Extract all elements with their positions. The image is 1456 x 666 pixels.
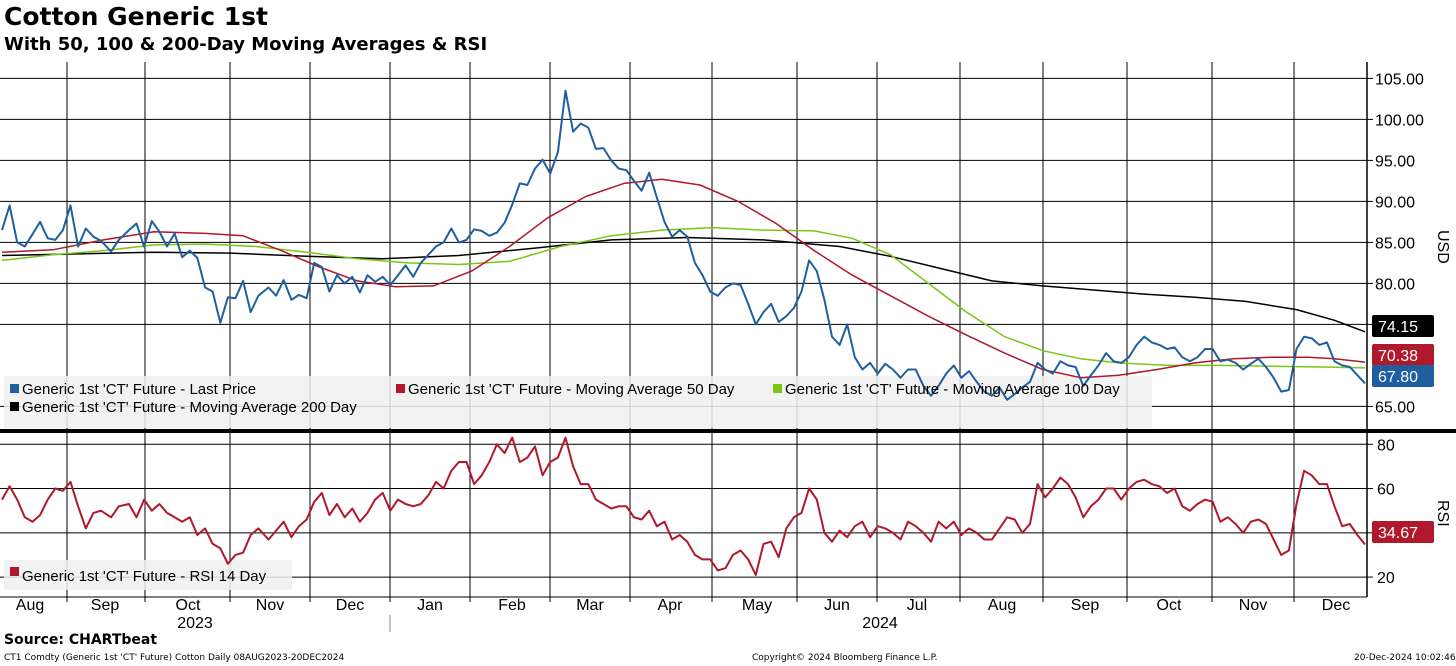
last-value-tag-last_price: [1372, 365, 1434, 387]
y-tick-label: 20: [1377, 570, 1395, 587]
y-tick-label: 105.00: [1375, 71, 1424, 88]
x-tick-label: Jul: [907, 597, 927, 614]
y-tick-label: 65.00: [1375, 399, 1415, 416]
x-tick-label: Mar: [576, 597, 604, 614]
legend-swatch-ma100: [773, 384, 782, 393]
x-year-label: 2024: [862, 615, 898, 632]
last-value-label-ma200: 74.15: [1378, 319, 1418, 336]
x-tick-label: Dec: [336, 597, 364, 614]
footer-copyright: Copyright© 2024 Bloomberg Finance L.P.: [752, 653, 938, 663]
y-tick-label: 80.00: [1375, 276, 1415, 293]
x-tick-label: Apr: [658, 597, 684, 614]
series-line-ma100: [1, 226, 1366, 369]
x-tick-label: Dec: [1322, 597, 1350, 614]
legend-label-ma200: Generic 1st 'CT' Future - Moving Average…: [22, 399, 357, 416]
last-value-tag-ma50: [1372, 344, 1434, 366]
footer-left-note: CT1 Comdty (Generic 1st 'CT' Future) Cot…: [4, 653, 345, 663]
rsi-legend-box: [4, 560, 292, 590]
price-legend-box: [4, 376, 1152, 428]
x-tick-label: Nov: [256, 597, 284, 614]
footer-timestamp: 20-Dec-2024 10:02:46: [1354, 653, 1456, 663]
legend-label-rsi: Generic 1st 'CT' Future - RSI 14 Day: [22, 568, 267, 585]
last-value-tag-rsi: [1372, 521, 1434, 543]
panel-divider: [0, 429, 1456, 433]
legend-swatch-rsi: [10, 567, 19, 576]
legend-swatch-ma200: [10, 402, 19, 411]
legend-label-last_price: Generic 1st 'CT' Future - Last Price: [22, 381, 256, 398]
y-tick-label: 100.00: [1375, 112, 1424, 129]
x-tick-label: Feb: [498, 597, 526, 614]
x-tick-label: Sep: [91, 597, 120, 614]
x-tick-label: Sep: [1071, 597, 1100, 614]
y-tick-label: 90.00: [1375, 194, 1415, 211]
x-tick-label: Aug: [988, 597, 1016, 614]
x-year-label: 2023: [177, 615, 213, 632]
series-line-ma50: [1, 178, 1366, 379]
y-tick-label: 85.00: [1375, 235, 1415, 252]
x-tick-label: Aug: [16, 597, 44, 614]
x-tick-label: May: [742, 597, 772, 614]
last-value-label-last_price: 67.80: [1378, 369, 1418, 386]
chart-title: Cotton Generic 1st: [4, 2, 268, 31]
y-axis-title: USD: [1434, 230, 1451, 264]
x-tick-label: Oct: [1157, 597, 1182, 614]
source-note: Source: CHARTbeat: [4, 632, 158, 648]
last-value-tag-ma200: [1372, 315, 1434, 337]
legend-swatch-ma50: [396, 384, 405, 393]
x-tick-label: Nov: [1239, 597, 1267, 614]
series-line-ma200: [1, 236, 1366, 333]
chart-subtitle: With 50, 100 & 200-Day Moving Averages &…: [4, 34, 488, 55]
series-line-rsi: [1, 436, 1366, 576]
x-tick-label: Jun: [824, 597, 850, 614]
legend-label-ma100: Generic 1st 'CT' Future - Moving Average…: [785, 381, 1120, 398]
legend-swatch-last_price: [10, 384, 19, 393]
y-tick-label: 95.00: [1375, 153, 1415, 170]
series-line-last_price: [1, 89, 1366, 401]
legend-label-ma50: Generic 1st 'CT' Future - Moving Average…: [408, 381, 735, 398]
y-tick-label: 80: [1377, 437, 1395, 454]
y-tick-label: 60: [1377, 482, 1395, 499]
x-tick-label: Jan: [417, 597, 443, 614]
last-value-label-ma50: 70.38: [1378, 348, 1418, 365]
last-value-label-rsi: 34.67: [1378, 525, 1418, 542]
x-tick-label: Oct: [176, 597, 201, 614]
y-axis-title: RSI: [1434, 500, 1451, 527]
